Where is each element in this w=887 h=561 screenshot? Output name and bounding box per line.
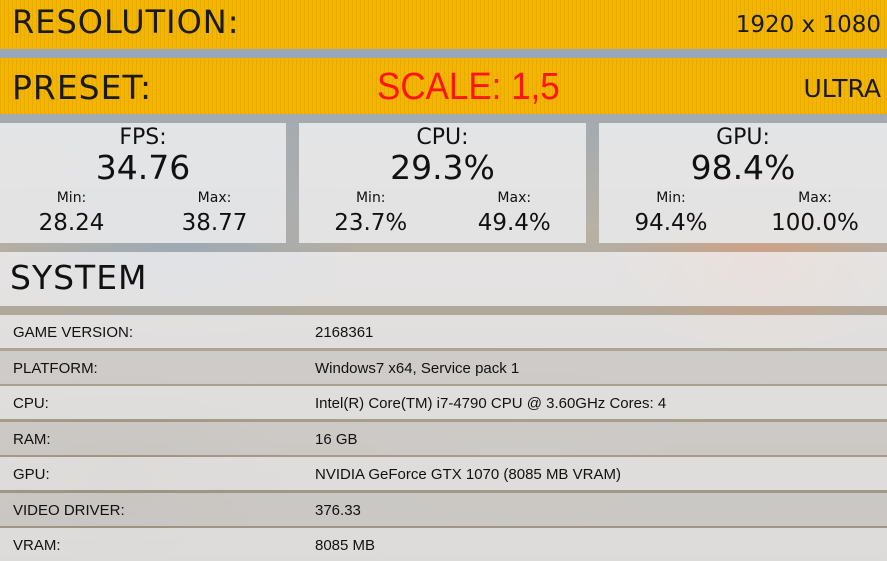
row-key: VIDEO DRIVER: (13, 502, 125, 519)
scale-value: SCALE: 1,5 (377, 66, 560, 108)
system-row-platform: PLATFORM: Windows7 x64, Service pack 1 (0, 351, 887, 384)
row-key: GPU: (13, 466, 50, 483)
gpu-min-label: Min: (656, 190, 686, 206)
fps-min-value: 28.24 (38, 210, 105, 236)
cpu-min: Min: 23.7% (299, 187, 443, 236)
gpu-max: Max: 100.0% (743, 187, 887, 236)
fps-minmax: Min: 28.24 Max: 38.77 (0, 187, 286, 243)
fps-panel: FPS: 34.76 Min: 28.24 Max: 38.77 (0, 123, 286, 243)
row-value: 16 GB (315, 431, 358, 448)
system-row-gpu: GPU: NVIDIA GeForce GTX 1070 (8085 MB VR… (0, 457, 887, 490)
system-row-video-driver: VIDEO DRIVER: 376.33 (0, 493, 887, 526)
cpu-min-label: Min: (355, 190, 386, 206)
gpu-max-label: Max: (798, 190, 832, 206)
row-key: PLATFORM: (13, 360, 98, 377)
cpu-current: 29.3% (390, 148, 495, 187)
row-value: 2168361 (315, 324, 374, 341)
fps-max-value: 38.77 (181, 210, 248, 236)
cpu-max-label: Max: (497, 190, 532, 206)
system-header: SYSTEM (0, 252, 887, 306)
gpu-max-value: 100.0% (771, 210, 859, 236)
preset-label: PRESET: (12, 68, 153, 107)
row-value: 8085 MB (315, 537, 376, 554)
resolution-bar: RESOLUTION: 1920 x 1080 (0, 0, 887, 49)
gpu-min-value: 94.4% (634, 210, 708, 236)
fps-min: Min: 28.24 (0, 187, 143, 236)
system-row-game-version: GAME VERSION: 2168361 (0, 315, 887, 348)
row-value: 376.33 (315, 502, 361, 519)
gpu-panel: GPU: 98.4% Min: 94.4% Max: 100.0% (599, 123, 887, 243)
fps-min-label: Min: (56, 190, 87, 206)
gpu-current: 98.4% (690, 148, 796, 187)
fps-max: Max: 38.77 (143, 187, 286, 236)
fps-title: FPS: (119, 125, 167, 150)
fps-current: 34.76 (95, 148, 191, 187)
cpu-max: Max: 49.4% (443, 187, 587, 236)
cpu-max-value: 49.4% (477, 210, 551, 236)
cpu-min-value: 23.7% (334, 210, 408, 236)
row-key: RAM: (13, 431, 51, 448)
system-row-vram: VRAM: 8085 MB (0, 528, 887, 561)
gpu-minmax: Min: 94.4% Max: 100.0% (599, 187, 887, 243)
cpu-minmax: Min: 23.7% Max: 49.4% (299, 187, 586, 243)
row-value: Windows7 x64, Service pack 1 (315, 360, 520, 377)
cpu-panel: CPU: 29.3% Min: 23.7% Max: 49.4% (299, 123, 586, 243)
cpu-title: CPU: (416, 125, 469, 150)
gpu-min: Min: 94.4% (599, 187, 743, 236)
row-value: NVIDIA GeForce GTX 1070 (8085 MB VRAM) (315, 466, 621, 483)
resolution-value: 1920 x 1080 (735, 12, 881, 38)
fps-max-label: Max: (197, 190, 232, 206)
resolution-label: RESOLUTION: (12, 3, 240, 41)
system-row-ram: RAM: 16 GB (0, 422, 887, 455)
system-row-cpu: CPU: Intel(R) Core(TM) i7-4790 CPU @ 3.6… (0, 386, 887, 419)
row-key: GAME VERSION: (13, 324, 134, 341)
gpu-title: GPU: (716, 125, 770, 150)
row-value: Intel(R) Core(TM) i7-4790 CPU @ 3.60GHz … (315, 395, 667, 412)
row-key: VRAM: (13, 537, 61, 554)
system-title: SYSTEM (10, 258, 148, 297)
row-key: CPU: (13, 395, 49, 412)
preset-bar: PRESET: SCALE: 1,5 ULTRA (0, 58, 887, 114)
preset-value: ULTRA (803, 74, 881, 103)
